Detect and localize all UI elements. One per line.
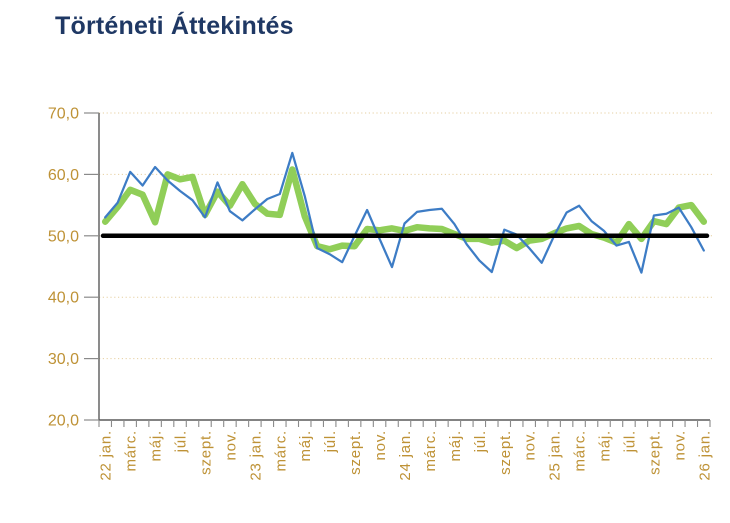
x-tick-label: júl. <box>322 430 339 453</box>
y-tick-label: 60,0 <box>48 167 79 184</box>
x-tick-label: júl. <box>472 430 489 453</box>
x-tick-label: márc. <box>422 430 439 472</box>
x-tick-label: máj. <box>597 430 614 462</box>
y-tick-label: 40,0 <box>48 290 79 307</box>
x-tick-label: márc. <box>572 430 589 472</box>
x-tick-label: 22 jan. <box>98 430 115 481</box>
x-tick-label: szept. <box>197 430 214 475</box>
x-tick-label: márc. <box>272 430 289 472</box>
y-tick-label: 50,0 <box>48 228 79 245</box>
x-tick-label: szept. <box>347 430 364 475</box>
x-tick-label: máj. <box>148 430 165 462</box>
y-tick-label: 70,0 <box>48 106 79 123</box>
x-tick-label: nov. <box>671 430 688 460</box>
blue-thin-line <box>104 151 705 274</box>
x-tick-label: 25 jan. <box>547 430 564 481</box>
x-tick-label: máj. <box>447 430 464 462</box>
x-tick-label: 23 jan. <box>247 430 264 481</box>
y-tick-label: 20,0 <box>48 413 79 430</box>
x-tick-label: nov. <box>372 430 389 460</box>
x-tick-label: márc. <box>123 430 140 472</box>
x-tick-label: 26 jan. <box>696 430 713 481</box>
y-tick-label: 30,0 <box>48 351 79 368</box>
x-tick-label: júl. <box>621 430 638 453</box>
chart-title: Történeti Áttekintés <box>55 12 294 40</box>
x-tick-label: szept. <box>646 430 663 475</box>
x-tick-label: szept. <box>497 430 514 475</box>
x-tick-label: júl. <box>173 430 190 453</box>
x-tick-label: nov. <box>222 430 239 460</box>
x-tick-label: nov. <box>522 430 539 460</box>
x-tick-label: máj. <box>297 430 314 462</box>
x-tick-label: 24 jan. <box>397 430 414 481</box>
